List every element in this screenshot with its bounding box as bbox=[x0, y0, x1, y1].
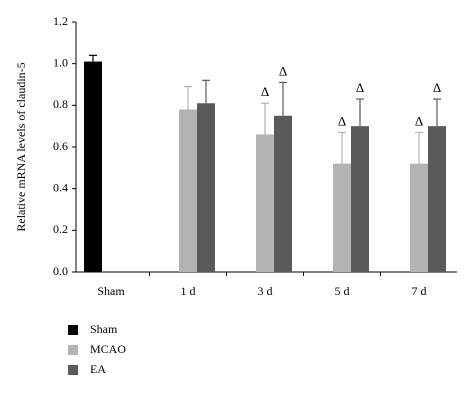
y-tick-label: 0.6 bbox=[53, 139, 68, 153]
error-bar bbox=[433, 98, 441, 127]
x-tick-label: 7 d bbox=[412, 284, 427, 298]
y-tick-label: 0.0 bbox=[53, 264, 68, 278]
legend-swatch bbox=[68, 325, 78, 335]
error-bar bbox=[279, 81, 287, 116]
legend-label: Sham bbox=[90, 322, 118, 336]
annotation: Δ bbox=[338, 113, 346, 128]
annotation: Δ bbox=[415, 113, 423, 128]
legend-swatch bbox=[68, 345, 78, 355]
y-tick-label: 0.2 bbox=[53, 222, 68, 236]
y-tick-label: 0.8 bbox=[53, 97, 68, 111]
error-bar bbox=[202, 79, 210, 104]
bar bbox=[428, 126, 446, 273]
annotation: Δ bbox=[279, 63, 287, 78]
x-tick-label: Sham bbox=[97, 284, 125, 298]
error-bar bbox=[184, 85, 192, 110]
error-bar bbox=[338, 131, 346, 164]
y-tick-label: 1.0 bbox=[53, 55, 68, 69]
annotation: Δ bbox=[356, 80, 364, 95]
bar bbox=[351, 126, 369, 273]
annotation: Δ bbox=[261, 84, 269, 99]
bar bbox=[274, 115, 292, 272]
legend-swatch bbox=[68, 365, 78, 375]
annotation: Δ bbox=[433, 80, 441, 95]
error-bar bbox=[261, 102, 269, 135]
bar bbox=[333, 163, 351, 272]
error-bar bbox=[415, 131, 423, 164]
y-tick-label: 0.4 bbox=[53, 180, 68, 194]
x-tick-label: 3 d bbox=[258, 284, 273, 298]
bar bbox=[179, 109, 197, 272]
bar bbox=[84, 61, 102, 273]
legend-label: EA bbox=[90, 362, 106, 376]
x-tick-label: 1 d bbox=[181, 284, 196, 298]
error-bar bbox=[356, 98, 364, 127]
bar bbox=[256, 134, 274, 272]
error-bar bbox=[89, 54, 97, 62]
bar bbox=[410, 163, 428, 272]
bar bbox=[197, 103, 215, 272]
legend-label: MCAO bbox=[90, 342, 126, 356]
y-tick-label: 1.2 bbox=[53, 14, 68, 28]
y-axis-label: Relative mRNA levels of claudin-5 bbox=[14, 62, 28, 231]
x-tick-label: 5 d bbox=[335, 284, 350, 298]
